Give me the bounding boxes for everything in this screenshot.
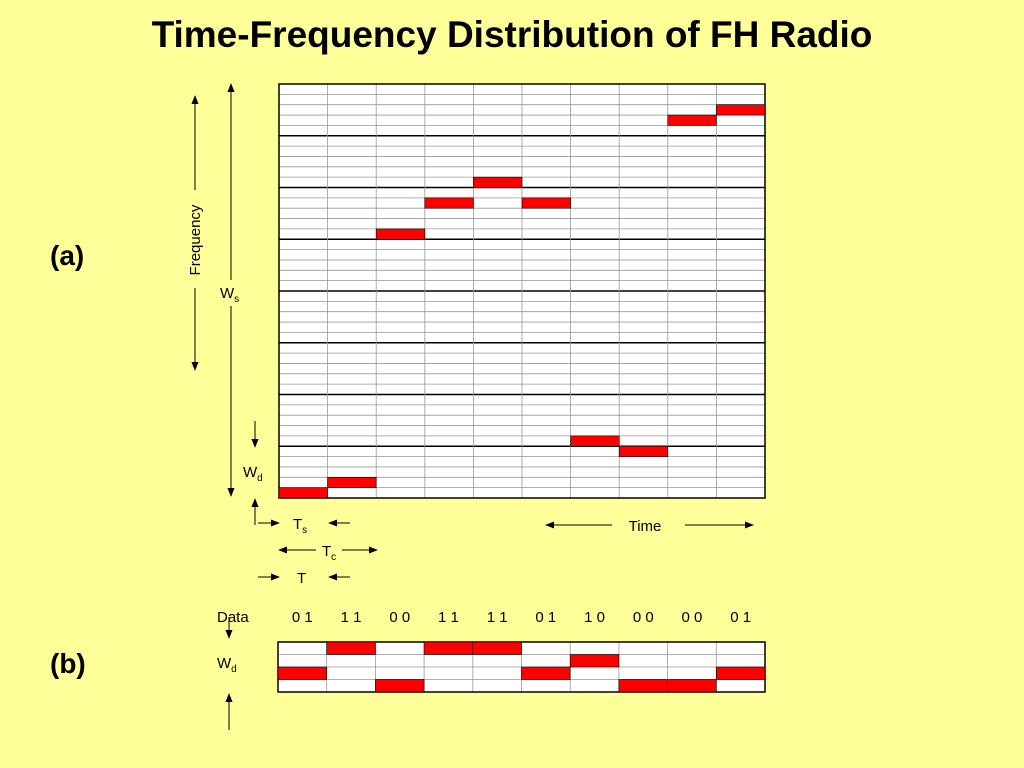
frequency-axis-label: Frequency bbox=[187, 204, 204, 275]
data-cell bbox=[472, 641, 522, 655]
time-axis-label: Time bbox=[629, 518, 662, 535]
data-bits-label: 1 1 bbox=[341, 609, 362, 626]
data-bits-label: 0 0 bbox=[682, 609, 703, 626]
ts-label: Ts bbox=[293, 516, 307, 536]
hop-cell bbox=[667, 114, 717, 126]
page-title: Time-Frequency Distribution of FH Radio bbox=[151, 14, 873, 55]
hop-cell bbox=[424, 197, 474, 209]
hop-cell bbox=[278, 487, 328, 499]
data-bits-label: 1 1 bbox=[487, 609, 508, 626]
part-a-label: (a) bbox=[50, 240, 85, 271]
data-cell bbox=[521, 666, 571, 680]
frequency-axis: Frequency bbox=[187, 95, 204, 371]
hop-cell bbox=[618, 445, 669, 457]
hop-cell bbox=[375, 228, 426, 240]
ws-label: Ws bbox=[220, 285, 239, 305]
data-cell bbox=[667, 679, 717, 693]
wd-label-a: Wd bbox=[243, 464, 263, 484]
t-label: T bbox=[297, 570, 306, 587]
data-cell bbox=[326, 641, 376, 655]
part-b-label: (b) bbox=[50, 648, 86, 679]
data-label: Data bbox=[217, 609, 249, 626]
data-bits-label: 1 0 bbox=[584, 609, 605, 626]
data-cell bbox=[423, 641, 474, 655]
data-cell bbox=[618, 679, 668, 693]
grid-a-border bbox=[278, 83, 766, 499]
data-bandwidth-grid bbox=[277, 641, 766, 693]
wd-bandwidth-marker-a: Wd bbox=[243, 421, 263, 525]
tc-label: Tc bbox=[322, 543, 336, 563]
t-marker: T bbox=[258, 570, 350, 587]
hop-cell bbox=[473, 176, 523, 188]
data-cell bbox=[375, 679, 425, 693]
time-axis: Time bbox=[545, 518, 754, 535]
data-bits-label: 1 1 bbox=[438, 609, 459, 626]
data-cell bbox=[569, 654, 620, 668]
data-cell bbox=[277, 666, 328, 680]
hop-cell bbox=[716, 104, 766, 116]
data-bits-label: 0 1 bbox=[535, 609, 556, 626]
data-cell bbox=[715, 666, 766, 680]
tc-marker: Tc bbox=[278, 543, 378, 563]
ts-marker: Ts bbox=[258, 516, 350, 536]
data-bits-label: 0 1 bbox=[292, 609, 313, 626]
data-bits-label: 0 0 bbox=[633, 609, 654, 626]
hop-cell bbox=[570, 435, 620, 447]
data-bits-label: 0 1 bbox=[730, 609, 751, 626]
hop-cell bbox=[327, 476, 377, 488]
wd-label-b: Wd bbox=[217, 655, 237, 675]
time-frequency-grid bbox=[278, 83, 766, 499]
data-bits-row: Data 0 1 1 1 0 0 1 1 1 1 0 1 1 0 0 0 0 0 0 1 bbox=[217, 609, 751, 626]
hop-cell bbox=[521, 197, 571, 209]
data-bits-label: 0 0 bbox=[389, 609, 410, 626]
ws-bandwidth-marker: Ws bbox=[220, 83, 239, 497]
wd-bandwidth-marker-b: Wd bbox=[217, 617, 237, 730]
